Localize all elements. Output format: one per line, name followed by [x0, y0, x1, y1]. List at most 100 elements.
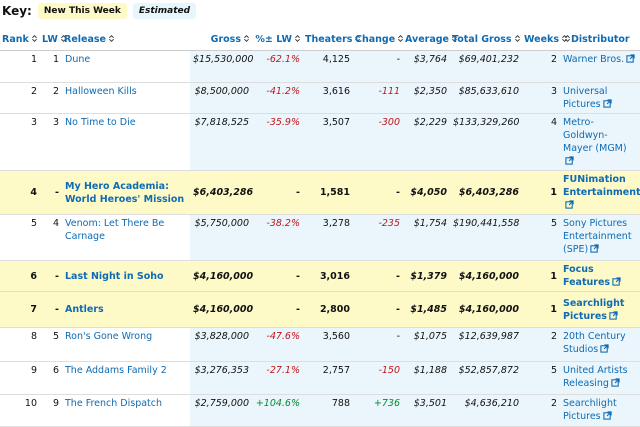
distributor-link[interactable]: Universal Pictures: [563, 86, 612, 110]
cell-text: 1: [550, 270, 557, 282]
cell: $1,188: [403, 361, 450, 395]
cell: My Hero Academia: World Heroes' Mission: [62, 170, 190, 215]
column-header[interactable]: Distributor: [560, 28, 640, 51]
release-link[interactable]: Last Night in Soho: [65, 270, 164, 282]
column-header[interactable]: Gross: [190, 28, 252, 51]
column-header[interactable]: Release: [62, 28, 190, 51]
cell: $1,485: [403, 291, 450, 328]
distributor-link[interactable]: United Artists Releasing: [563, 365, 628, 389]
cell: 1: [522, 291, 560, 328]
cell: 2,800: [303, 291, 353, 328]
external-link-icon: [565, 200, 574, 209]
external-link-icon: [590, 244, 599, 253]
cell-text: $1,188: [413, 365, 447, 376]
cell: 1: [40, 50, 62, 83]
cell: 2: [522, 327, 560, 362]
release-link[interactable]: The Addams Family 2: [65, 365, 167, 376]
cell-text: -35.9%: [266, 117, 300, 128]
cell: 3,560: [303, 327, 353, 362]
cell-text: $4,160,000: [193, 270, 254, 282]
release-link[interactable]: Halloween Kills: [65, 86, 137, 97]
sort-icon: [244, 34, 249, 42]
release-link[interactable]: No Time to Die: [65, 117, 136, 128]
cell-text: $3,828,000: [194, 331, 249, 342]
external-link-icon: [600, 344, 609, 353]
cell-text: 7: [30, 304, 37, 315]
cell: Antlers: [62, 291, 190, 328]
cell: $5,750,000: [190, 214, 252, 261]
cell: $4,050: [403, 170, 450, 215]
cell-text: -: [55, 187, 59, 198]
cell-text: 6: [30, 270, 37, 282]
distributor-link[interactable]: 20th Century Studios: [563, 331, 626, 355]
cell-text: $7,818,525: [194, 117, 249, 128]
cell: $3,764: [403, 50, 450, 83]
release-link[interactable]: The French Dispatch: [65, 398, 163, 409]
cell: -: [40, 291, 62, 328]
cell-text: 2: [52, 86, 59, 97]
cell: -38.2%: [252, 214, 303, 261]
header-text: Rank: [2, 33, 29, 45]
release-link[interactable]: Dune: [65, 54, 91, 65]
cell: -: [252, 170, 303, 215]
cell-text: $6,403,286: [458, 187, 519, 198]
cell: $4,160,000: [450, 291, 522, 328]
cell-text: 4: [550, 117, 557, 128]
cell-text: -300: [378, 117, 400, 128]
cell: 6: [0, 260, 40, 292]
cell-text: $4,160,000: [458, 270, 519, 282]
cell-text: 4: [30, 187, 37, 198]
cell: -35.9%: [252, 113, 303, 171]
table-row: 10 9 The French Dispatch $2,759,000 +104.6% 7…: [0, 394, 640, 427]
table-row: 2 2 Halloween Kills $8,500,000 -41.2% 3,616 -1…: [0, 82, 640, 114]
cell: -150: [353, 361, 403, 395]
cell: -111: [353, 82, 403, 114]
sort-icon: [398, 34, 404, 42]
header-text: Total Gross: [452, 33, 512, 45]
column-header[interactable]: Weeks: [522, 28, 567, 51]
cell-text: -62.1%: [266, 54, 300, 65]
cell-text: 9: [52, 398, 59, 409]
cell-text: 3,616: [322, 86, 350, 97]
header-text: Weeks: [524, 33, 559, 45]
cell-text: -47.6%: [266, 331, 300, 342]
cell: 20th Century Studios: [560, 327, 640, 362]
release-link[interactable]: Venom: Let There Be Carnage: [65, 218, 165, 242]
release-link[interactable]: My Hero Academia: World Heroes' Mission: [65, 180, 185, 205]
cell-text: +104.6%: [255, 398, 300, 409]
cell: $4,636,210: [450, 394, 522, 427]
cell: $3,276,353: [190, 361, 252, 395]
release-link[interactable]: Ron's Gone Wrong: [65, 331, 153, 342]
cell-text: -41.2%: [266, 86, 300, 97]
column-header[interactable]: Change: [353, 28, 404, 51]
distributor-link[interactable]: Sony Pictures Entertainment (SPE): [563, 218, 632, 255]
distributor-link[interactable]: Searchlight Pictures: [563, 297, 625, 322]
distributor-link[interactable]: Focus Features: [563, 264, 621, 288]
cell: Dune: [62, 50, 190, 83]
distributor-link[interactable]: Metro-Goldwyn-Mayer (MGM): [563, 117, 627, 167]
box-office-table: Rank LW Release Gross %± LW Theaters Change Ave…: [0, 28, 640, 427]
cell-text: 3,560: [322, 331, 350, 342]
column-header[interactable]: Average: [403, 28, 457, 51]
distributor-link[interactable]: FUNimation Entertainment: [563, 174, 640, 211]
column-header[interactable]: LW: [40, 28, 66, 51]
cell-text: $2,229: [413, 117, 447, 128]
distributor-link[interactable]: Searchlight Pictures: [563, 398, 617, 422]
column-header[interactable]: Theaters: [303, 28, 361, 51]
cell: $6,403,286: [190, 170, 253, 215]
cell-text: -235: [378, 218, 400, 229]
cell: 4: [0, 170, 40, 215]
cell-text: $1,075: [413, 331, 447, 342]
cell: $8,500,000: [190, 82, 252, 114]
distributor-link[interactable]: Warner Bros.: [563, 54, 635, 65]
release-link[interactable]: Antlers: [65, 304, 104, 315]
cell-text: -: [396, 270, 400, 282]
cell-text: 2,757: [322, 365, 350, 376]
cell-text: +736: [373, 398, 400, 409]
column-header[interactable]: Rank: [0, 28, 40, 51]
cell-text: $15,530,000: [193, 54, 254, 65]
header-text: %± LW: [255, 33, 292, 45]
column-header[interactable]: %± LW: [252, 28, 303, 51]
cell: Warner Bros.: [560, 50, 640, 83]
column-header[interactable]: Total Gross: [450, 28, 522, 51]
